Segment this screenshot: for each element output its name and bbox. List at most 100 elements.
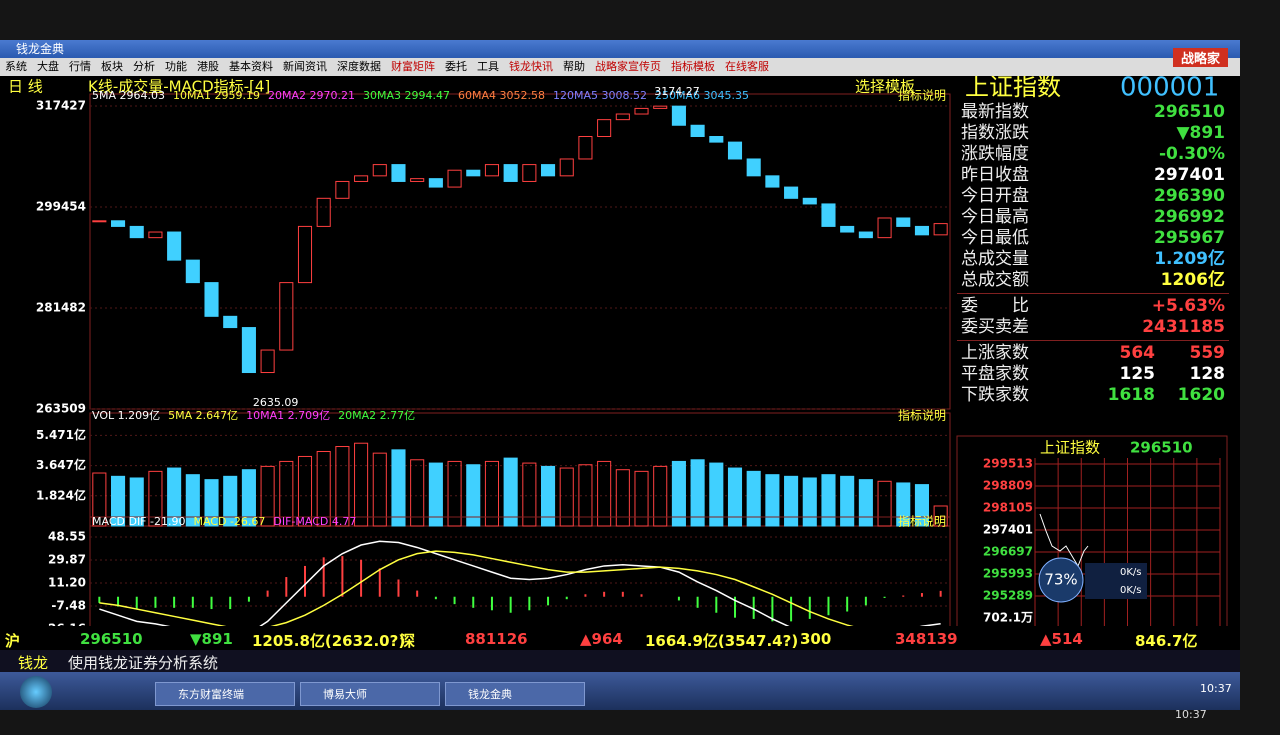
candle [840,225,855,233]
mini-y-label: 295993 [983,567,1033,581]
quote-label: 总成交量 [961,249,1029,269]
menu-item[interactable]: 战略家宣传页 [595,60,661,73]
quote-title: 上证指数 [965,76,1061,101]
menu-item[interactable]: 基本资料 [229,60,273,73]
candle [709,135,724,143]
brand[interactable]: 战略家 [1172,48,1228,67]
candle [279,282,294,351]
quote-value: 125 [1119,364,1156,384]
candle [914,225,929,236]
quote-value: 128 [1189,364,1226,384]
quote-row: 平盘家数 125 128 [957,364,1229,385]
legend-entry: 20MA2 2.77亿 [338,409,415,422]
ticker: 钱龙 使用钱龙证券分析系统 [0,650,1240,672]
quote-label: 今日最高 [961,207,1029,227]
quote-row: 总成交量 1.209亿 [957,249,1229,270]
start-button[interactable] [20,676,52,708]
candle [241,327,256,374]
menu-item[interactable]: 系统 [5,60,27,73]
volume-bar [821,474,836,527]
status-item: 846.7亿 [1135,632,1198,650]
mini-line [1039,513,1089,568]
volume-bar [522,462,537,527]
y-tick-label: -7.48 [51,598,86,612]
quote-row: 今日开盘 296390 [957,186,1229,207]
mini-frame [956,435,1228,626]
candle [690,124,705,137]
menu-item[interactable]: 功能 [165,60,187,73]
legend-entry: 10MA1 2959.19 [173,89,260,102]
taskbar-app[interactable]: 钱龙金典 [445,682,585,706]
candle [223,315,238,329]
volume-bar [111,475,126,527]
menu-item[interactable]: 委托 [445,60,467,73]
quote-value: 2431185 [1142,317,1225,337]
volume-bar [671,460,686,527]
menu-item[interactable]: 新闻资讯 [283,60,327,73]
volume-bar [129,477,144,527]
menu-item[interactable]: 板块 [101,60,123,73]
volume-bar [484,460,500,527]
volume-bar [354,442,369,527]
quote-value: 1620 [1177,385,1225,405]
mini-y-label: 296697 [983,545,1033,559]
menu-item[interactable]: 帮助 [563,60,585,73]
quote-row: 委买卖差 2431185 [957,317,1229,338]
candle [896,217,911,227]
taskbar-app[interactable]: 东方财富终端 [155,682,295,706]
net-box [1085,563,1147,599]
y-tick-label: 299454 [36,200,86,214]
candle [484,164,500,177]
menu-item[interactable]: 港股 [197,60,219,73]
legend-entry: 120MA5 3008.52 [553,89,647,102]
volume-bar [223,475,238,527]
legend-entry: 20MA2 2970.21 [268,89,355,102]
volume-bar [615,469,630,527]
candle [933,223,948,236]
volume-bar [559,467,574,527]
volume-bar [428,462,443,527]
taskbar-app[interactable]: 博易大师 [300,682,440,706]
clock: 10:37 [1200,682,1232,695]
quote-label: 委买卖差 [961,317,1029,337]
menu-item[interactable]: 指标模板 [671,60,715,73]
volume-bar [503,457,518,527]
menu-item[interactable]: 财富矩阵 [391,60,435,73]
candle [354,175,369,182]
volume-bar [914,484,929,527]
y-tick-label: 263509 [36,402,86,416]
quote-label: 委 比 [961,296,1029,316]
window-title: 钱龙金典 [0,40,1240,58]
menu-item[interactable]: 工具 [477,60,499,73]
ticker-text: 使用钱龙证券分析系统 [68,654,219,672]
annotation: 3174.27 [654,85,700,98]
menu-item[interactable]: 在线客服 [725,60,769,73]
candle [727,141,743,160]
candle [372,164,387,177]
mini-y-label: 297401 [983,523,1033,537]
candle [316,197,331,227]
menu-item[interactable]: 分析 [133,60,155,73]
candle [391,164,406,182]
menu-item[interactable]: 大盘 [37,60,59,73]
menu-item[interactable]: 深度数据 [337,60,381,73]
menu-item[interactable]: 钱龙快讯 [509,60,553,73]
menu-item[interactable]: 行情 [69,60,91,73]
panel-frame [89,516,951,626]
volume-bar [597,460,612,527]
mini-y-label: 298105 [983,501,1033,515]
volume-bar [896,482,911,527]
volume-bar [746,470,761,527]
candle [559,158,574,177]
y-tick-label: 317427 [36,99,86,113]
volume-bar [279,460,294,527]
quote-label: 昨日收盘 [961,165,1029,185]
legend-entry: 5MA 2964.03 [92,89,165,102]
annotation: 2635.09 [253,396,298,409]
candle [765,175,780,188]
quote-value: 295967 [1154,228,1225,248]
volume-bar [466,464,481,527]
legend-entry: 10MA1 2.709亿 [246,409,330,422]
